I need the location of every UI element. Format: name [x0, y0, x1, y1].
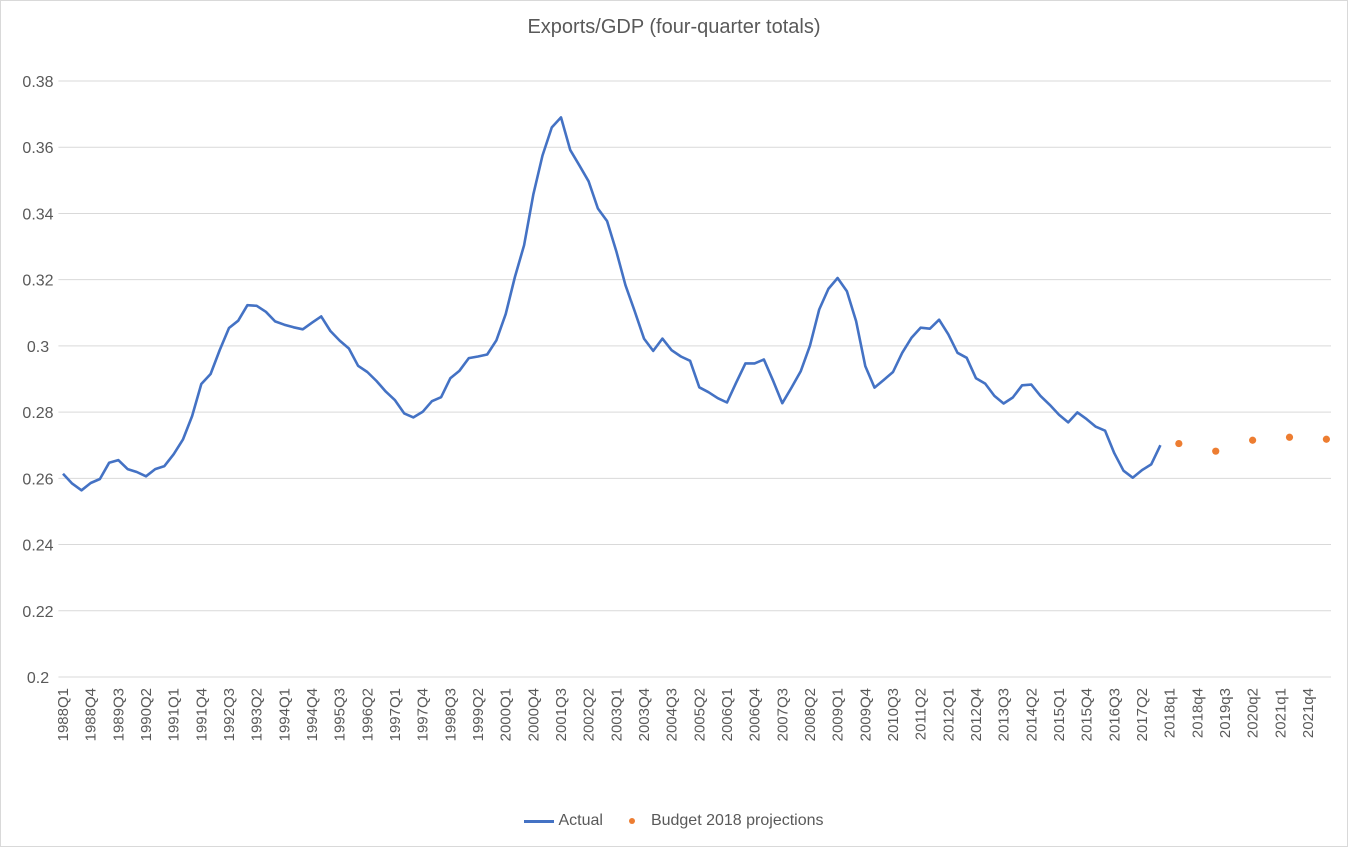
- x-tick-label: 2014Q2: [1023, 688, 1040, 741]
- projection-point: [1175, 439, 1183, 448]
- x-tick-label: 2005Q2: [691, 688, 708, 741]
- x-tick-label: 2002Q2: [581, 688, 598, 741]
- x-tick-label: 2015Q4: [1079, 688, 1096, 741]
- x-tick-label: 2008Q2: [802, 688, 819, 741]
- x-tick-label: 2000Q4: [525, 688, 542, 741]
- x-tick-label: 1988Q4: [83, 688, 100, 741]
- projection-point: [1212, 447, 1220, 455]
- legend-item-actual: Actual: [524, 812, 603, 830]
- x-tick-label: 1988Q1: [55, 688, 72, 741]
- x-tick-label: 2012Q1: [940, 688, 957, 741]
- x-tick-label: 2009Q4: [857, 688, 874, 741]
- x-tick-label: 2013Q3: [996, 688, 1013, 741]
- projection-point: [1249, 436, 1257, 444]
- y-tick-label: 0.24: [22, 538, 53, 555]
- x-tick-label: 2019q3: [1217, 688, 1234, 738]
- y-tick-label: 0.34: [22, 206, 53, 223]
- legend-label-actual: Actual: [558, 812, 603, 829]
- projection-point: [1285, 433, 1294, 441]
- x-tick-label: 2009Q1: [830, 688, 847, 741]
- y-tick-label: 0.32: [22, 273, 53, 290]
- x-tick-label: 2017Q2: [1134, 688, 1151, 741]
- x-tick-label: 1997Q1: [387, 688, 404, 741]
- x-tick-label: 1989Q3: [110, 688, 127, 741]
- y-tick-label: 0.38: [22, 74, 53, 91]
- x-tick-label: 1997Q4: [415, 688, 432, 741]
- legend-line-swatch: [524, 819, 555, 823]
- x-tick-label: 2021q1: [1272, 688, 1289, 738]
- x-tick-label: 1990Q2: [138, 688, 155, 741]
- x-tick-label: 1993Q2: [249, 688, 266, 741]
- y-tick-label: 0.2: [27, 670, 49, 687]
- legend: Actual Budget 2018 projections: [0, 812, 1348, 830]
- x-tick-label: 1991Q1: [166, 688, 183, 741]
- y-tick-label: 0.26: [22, 471, 53, 488]
- x-tick-label: 2003Q1: [608, 688, 625, 741]
- x-tick-label: 2004Q3: [664, 688, 681, 741]
- y-tick-label: 0.36: [22, 140, 53, 157]
- x-tick-label: 2021q4: [1300, 688, 1317, 738]
- x-tick-label: 2006Q1: [719, 688, 736, 741]
- x-tick-label: 1991Q4: [193, 688, 210, 741]
- projection-point: [1322, 435, 1330, 443]
- x-tick-label: 1994Q4: [304, 688, 321, 741]
- x-tick-label: 2000Q1: [498, 688, 515, 741]
- x-tick-label: 2016Q3: [1106, 688, 1123, 741]
- x-tick-label: 2007Q3: [774, 688, 791, 741]
- x-tick-label: 2010Q3: [885, 688, 902, 741]
- x-tick-label: 1994Q1: [276, 688, 293, 741]
- legend-item-projections: Budget 2018 projections: [617, 812, 824, 830]
- x-tick-label: 1995Q3: [332, 688, 349, 741]
- x-tick-label: 2015Q1: [1051, 688, 1068, 741]
- x-tick-label: 2018q1: [1162, 688, 1179, 738]
- x-tick-label: 2001Q3: [553, 688, 570, 741]
- x-tick-label: 1996Q2: [359, 688, 376, 741]
- series-actual-line: [62, 116, 1162, 492]
- y-tick-label: 0.28: [22, 405, 53, 422]
- x-tick-label: 2003Q4: [636, 688, 653, 741]
- chart-title: Exports/GDP (four-quarter totals): [527, 16, 821, 38]
- x-tick-label: 2012Q4: [968, 688, 985, 741]
- y-tick-label: 0.3: [27, 339, 49, 356]
- x-tick-label: 2018q4: [1189, 688, 1206, 738]
- legend-label-projections: Budget 2018 projections: [650, 812, 824, 829]
- x-tick-label: 1992Q3: [221, 688, 238, 741]
- x-tick-label: 2011Q2: [913, 688, 930, 740]
- x-tick-label: 2020q2: [1245, 688, 1262, 738]
- legend-marker-swatch: [617, 818, 647, 824]
- x-tick-label: 1998Q3: [442, 688, 459, 741]
- y-tick-label: 0.22: [22, 604, 53, 621]
- x-tick-label: 2006Q4: [747, 688, 764, 741]
- x-tick-label: 1999Q2: [470, 688, 487, 741]
